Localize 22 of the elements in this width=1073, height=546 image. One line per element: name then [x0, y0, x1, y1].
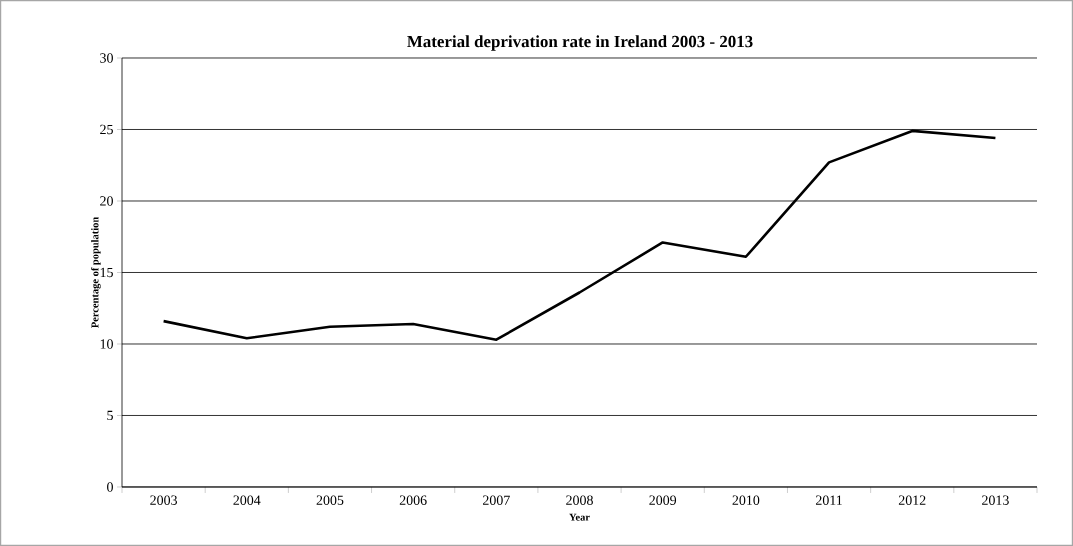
- x-tick-label: 2009: [649, 495, 677, 505]
- line-series: [162, 129, 997, 341]
- x-tick-label: 2013: [982, 495, 1009, 505]
- x-tick-label: 2005: [316, 495, 344, 505]
- x-tick-label: 2008: [566, 495, 593, 505]
- x-tick-label: 2012: [898, 495, 926, 505]
- x-tick-label: 2006: [399, 495, 427, 505]
- y-tick-label: 15: [100, 267, 113, 278]
- y-tick-label: 25: [100, 124, 113, 135]
- y-tick-label: 0: [107, 482, 113, 492]
- x-tick-label: 2010: [732, 495, 760, 505]
- y-axis-title: Percentage of population: [91, 216, 101, 328]
- x-tick-label: 2003: [150, 495, 178, 505]
- x-tick-label: 2004: [233, 495, 261, 505]
- y-tick-label: 5: [107, 410, 113, 421]
- x-axis-title: Year: [569, 513, 590, 521]
- x-tick-label: 2007: [482, 495, 510, 505]
- chart-title: Material deprivation rate in Ireland 2003 - 2013: [407, 35, 753, 51]
- y-tick-label: 20: [100, 196, 113, 206]
- y-tick-label: 30: [100, 53, 113, 63]
- x-tick-label: 2011: [815, 495, 842, 505]
- y-tick-label: 10: [100, 339, 113, 349]
